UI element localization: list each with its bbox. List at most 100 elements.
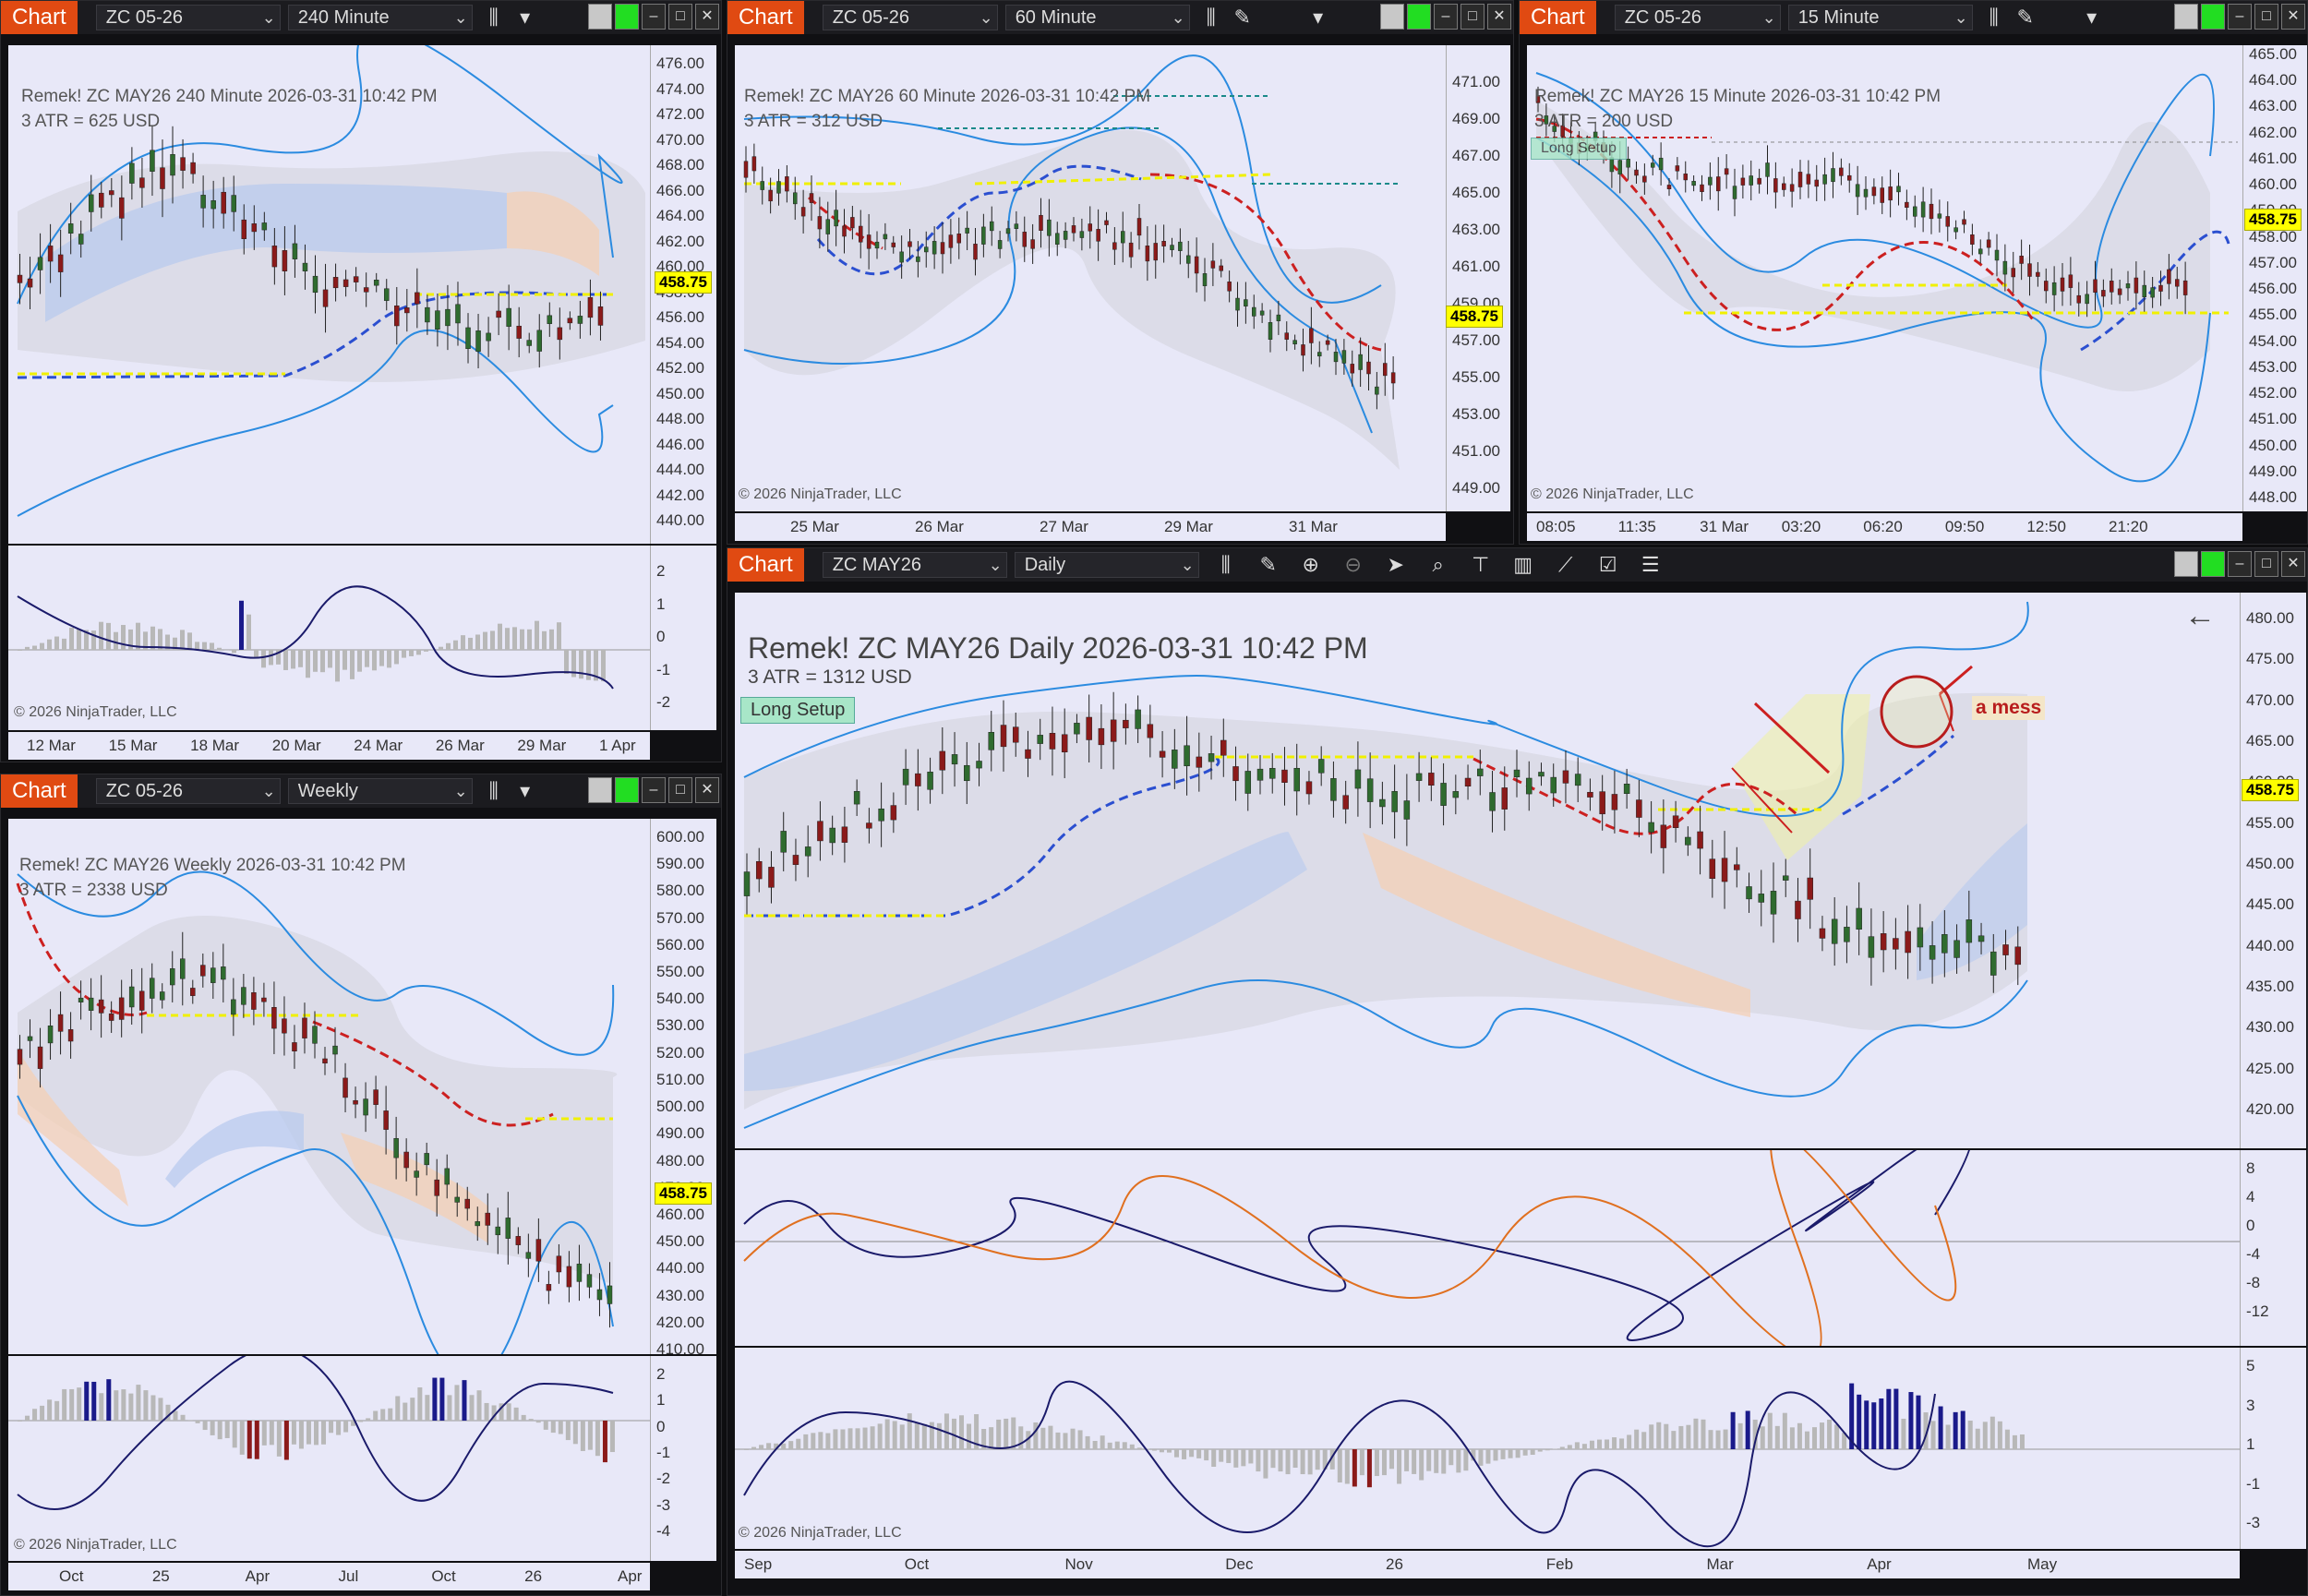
- time-axis[interactable]: 08:05 11:35 31 Mar 03:20 06:20 09:50 12:50 21:2…: [1527, 513, 2242, 541]
- price-axis[interactable]: 476.00 474.00 472.00 470.00 468.00 466.00 464.…: [650, 45, 716, 544]
- price-axis[interactable]: 465.00464.00463.00462.00461.00460.00459.…: [2242, 45, 2307, 511]
- close-button[interactable]: ✕: [695, 4, 719, 30]
- data-box-icon[interactable]: ⌕: [1432, 553, 1444, 576]
- maximize-button[interactable]: □: [668, 4, 692, 30]
- cursor-icon[interactable]: ➤: [1387, 553, 1404, 576]
- back-arrow-icon[interactable]: ←: [2184, 598, 2216, 633]
- price-panel[interactable]: Remek! ZC MAY26 Daily 2026-03-31 10:42 P…: [735, 593, 2240, 1148]
- time-axis[interactable]: 25 Mar 26 Mar 27 Mar 29 Mar 31 Mar: [735, 513, 1446, 541]
- time-axis[interactable]: Oct 25 Apr Jul Oct 26 Apr: [8, 1563, 650, 1590]
- candle: [1544, 115, 1549, 125]
- zoom-in-icon[interactable]: ⊕: [1302, 553, 1319, 576]
- close-button[interactable]: ✕: [2281, 4, 2305, 30]
- link-button[interactable]: [2174, 4, 2198, 30]
- chevron-down-icon[interactable]: ▾: [520, 779, 531, 802]
- chart-tab[interactable]: Chart: [727, 1, 804, 34]
- zoom-out-icon[interactable]: ⊖: [1344, 553, 1362, 576]
- candle: [1953, 940, 1960, 958]
- strategies-icon[interactable]: ⟋: [1557, 553, 1573, 576]
- histogram-bar: [781, 1443, 787, 1449]
- indicators-icon[interactable]: ▥: [1513, 553, 1533, 576]
- oscillator-panel[interactable]: [735, 1150, 2240, 1346]
- minimize-button[interactable]: –: [2228, 551, 2252, 577]
- instrument-select[interactable]: ZC 05-26 ⌄: [95, 5, 281, 30]
- sync-button[interactable]: [1407, 4, 1431, 30]
- price-panel[interactable]: Remek! ZC MAY26 240 Minute 2026-03-31 10…: [8, 45, 650, 544]
- maximize-button[interactable]: □: [2254, 551, 2278, 577]
- list-icon[interactable]: ☰: [1641, 553, 1660, 576]
- maximize-button[interactable]: □: [668, 777, 692, 803]
- link-button[interactable]: [2174, 551, 2198, 577]
- indicator-panel[interactable]: © 2026 NinjaTrader, LLC: [735, 1348, 2240, 1549]
- chart-tab[interactable]: Chart: [1, 774, 78, 808]
- sync-button[interactable]: [615, 777, 639, 803]
- close-button[interactable]: ✕: [1487, 4, 1511, 30]
- chevron-down-icon[interactable]: ▾: [1313, 6, 1324, 29]
- pencil-icon[interactable]: ✎: [2016, 6, 2034, 29]
- link-button[interactable]: [588, 4, 612, 30]
- bar-chart-icon[interactable]: ⫼: [488, 779, 499, 802]
- chevron-down-icon[interactable]: ▾: [520, 6, 531, 29]
- candle: [878, 808, 884, 822]
- indicator-panel[interactable]: © 2026 NinjaTrader, LLC: [8, 1356, 650, 1561]
- interval-select[interactable]: Weekly ⌄: [287, 778, 473, 804]
- interval-select[interactable]: 60 Minute ⌄: [1004, 5, 1190, 30]
- maximize-button[interactable]: □: [1461, 4, 1485, 30]
- axis-tick-label: 451.00: [1452, 442, 1500, 460]
- price-panel[interactable]: Remek! ZC MAY26 15 Minute 2026-03-31 10:…: [1527, 45, 2242, 511]
- interval-select[interactable]: 240 Minute ⌄: [287, 5, 473, 30]
- candle: [292, 1042, 297, 1051]
- price-panel[interactable]: Remek! ZC MAY26 Weekly 2026-03-31 10:42 …: [8, 819, 650, 1354]
- pencil-icon[interactable]: ✎: [1259, 553, 1277, 576]
- histogram-bar: [1982, 1422, 1988, 1449]
- instrument-select[interactable]: ZC MAY26 ⌄: [822, 552, 1007, 578]
- axis-tick-label: 4: [2246, 1188, 2255, 1206]
- bar-chart-icon[interactable]: ⫼: [488, 6, 499, 29]
- bar-chart-icon[interactable]: ⫼: [1989, 6, 1999, 29]
- instrument-select[interactable]: ZC 05-26 ⌄: [1614, 5, 1781, 30]
- sync-button[interactable]: [615, 4, 639, 30]
- histogram-bar: [1930, 1421, 1936, 1449]
- templates-icon[interactable]: ☑: [1598, 553, 1617, 576]
- chart-tab[interactable]: Chart: [1, 1, 78, 34]
- minimize-button[interactable]: –: [642, 4, 666, 30]
- bar-chart-icon[interactable]: ⫼: [1220, 553, 1231, 576]
- instrument-select[interactable]: ZC 05-26 ⌄: [822, 5, 998, 30]
- bar-chart-icon[interactable]: ⫼: [1206, 6, 1216, 29]
- minimize-button[interactable]: –: [2228, 4, 2252, 30]
- chart-tab[interactable]: Chart: [1520, 1, 1596, 34]
- minimize-button[interactable]: –: [642, 777, 666, 803]
- maximize-button[interactable]: □: [2254, 4, 2278, 30]
- close-button[interactable]: ✕: [695, 777, 719, 803]
- chart-tab[interactable]: Chart: [727, 548, 804, 582]
- close-button[interactable]: ✕: [2281, 551, 2305, 577]
- axis-tick-label: 21:20: [2109, 518, 2148, 535]
- chevron-down-icon[interactable]: ▾: [2086, 6, 2098, 29]
- candle: [1945, 216, 1950, 227]
- instrument-select[interactable]: ZC 05-26 ⌄: [95, 778, 281, 804]
- interval-select[interactable]: Daily ⌄: [1014, 552, 1199, 578]
- annotation-text[interactable]: a mess: [1972, 696, 2046, 720]
- pencil-icon[interactable]: ✎: [1233, 6, 1251, 29]
- price-axis[interactable]: 600.00 590.00 580.00 570.00 560.00 550.00 540.…: [650, 819, 716, 1358]
- sync-button[interactable]: [2201, 551, 2225, 577]
- price-panel[interactable]: Remek! ZC MAY26 60 Minute 2026-03-31 10:…: [735, 45, 1446, 511]
- time-axis[interactable]: 12 Mar 15 Mar 18 Mar 20 Mar 24 Mar 26 Mar 29 M…: [8, 732, 650, 760]
- histogram-bar: [572, 1421, 578, 1445]
- properties-icon[interactable]: ⊤: [1472, 553, 1490, 576]
- indicator-panel[interactable]: © 2026 NinjaTrader, LLC: [8, 546, 650, 730]
- axis-tick-label: 460.00: [656, 1205, 704, 1223]
- price-axis[interactable]: 471.00 469.00 467.00 465.00 463.00 461.00 459.…: [1446, 45, 1510, 511]
- candle: [180, 157, 186, 171]
- sync-button[interactable]: [2201, 4, 2225, 30]
- candle: [1074, 723, 1080, 735]
- time-axis[interactable]: Sep Oct Nov Dec 26 Feb Mar Apr May: [735, 1551, 2240, 1578]
- price-axis[interactable]: 480.00475.00470.00465.00460.00455.00450.…: [2240, 593, 2306, 1148]
- minimize-button[interactable]: –: [1434, 4, 1458, 30]
- candle: [1929, 945, 1936, 960]
- link-button[interactable]: [588, 777, 612, 803]
- interval-select[interactable]: 15 Minute ⌄: [1787, 5, 1973, 30]
- candle: [1005, 228, 1011, 234]
- link-button[interactable]: [1380, 4, 1404, 30]
- histogram-bar: [476, 1390, 482, 1421]
